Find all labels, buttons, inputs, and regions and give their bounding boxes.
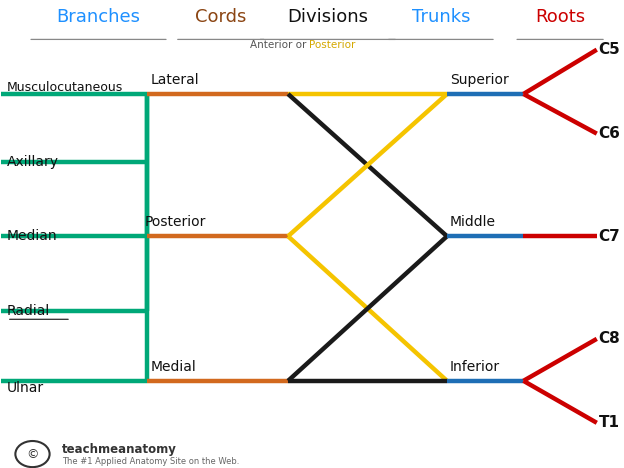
Text: Superior: Superior (450, 73, 509, 87)
Text: teachmeanatomy: teachmeanatomy (62, 443, 177, 456)
Text: Divisions: Divisions (287, 8, 368, 26)
Text: Posterior: Posterior (144, 215, 206, 229)
Text: Roots: Roots (535, 8, 585, 26)
Text: Middle: Middle (450, 215, 496, 229)
Text: Musculocutaneous: Musculocutaneous (7, 81, 123, 94)
Text: Radial: Radial (7, 304, 50, 318)
Text: Inferior: Inferior (450, 360, 500, 374)
Text: C7: C7 (598, 229, 620, 244)
Text: Medial: Medial (150, 360, 196, 374)
Text: Posterior: Posterior (310, 40, 356, 50)
Text: C5: C5 (598, 42, 620, 57)
Text: ©: © (26, 447, 39, 461)
Text: T1: T1 (598, 415, 620, 430)
Text: C8: C8 (598, 331, 620, 346)
Text: Ulnar: Ulnar (7, 381, 44, 395)
Text: Axillary: Axillary (7, 154, 59, 168)
Text: Branches: Branches (57, 8, 140, 26)
Text: Anterior or: Anterior or (250, 40, 310, 50)
Text: Trunks: Trunks (412, 8, 470, 26)
Text: Median: Median (7, 229, 57, 243)
Text: Lateral: Lateral (150, 73, 199, 87)
Text: The #1 Applied Anatomy Site on the Web.: The #1 Applied Anatomy Site on the Web. (62, 457, 239, 466)
Text: Cords: Cords (195, 8, 246, 26)
Text: C6: C6 (598, 126, 620, 141)
